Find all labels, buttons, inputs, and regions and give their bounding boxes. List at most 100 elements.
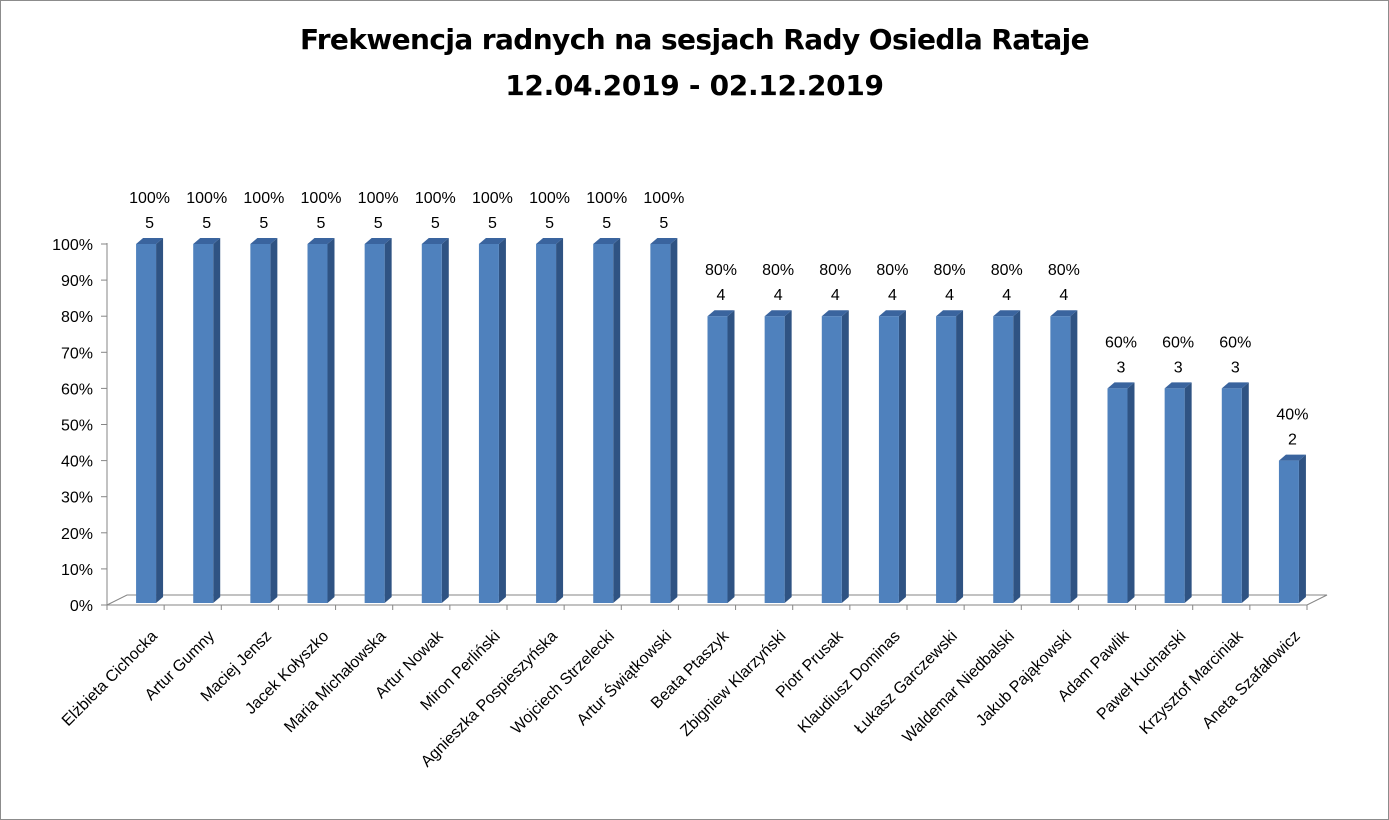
data-label-count: 5 — [602, 215, 611, 232]
bar — [364, 238, 392, 603]
y-tick-label: 60% — [61, 381, 93, 398]
data-label-percent: 100% — [586, 190, 627, 207]
data-label-percent: 80% — [762, 262, 794, 279]
chart-title: Frekwencja radnych na sesjach Rady Osied… — [299, 23, 1090, 56]
data-label-count: 3 — [1231, 359, 1240, 376]
y-tick-label: 90% — [61, 273, 93, 290]
bar-side — [613, 238, 621, 603]
data-label-percent: 80% — [819, 262, 851, 279]
bar-side — [1241, 382, 1249, 603]
bar-front — [307, 244, 328, 603]
bar-side — [156, 238, 164, 603]
bar — [1050, 310, 1078, 603]
data-label-percent: 80% — [876, 262, 908, 279]
bar-top — [1050, 310, 1078, 317]
bar-top — [1107, 382, 1135, 389]
bar — [307, 238, 335, 603]
bar-side — [784, 310, 792, 603]
data-label-count: 5 — [259, 215, 268, 232]
bar-front — [536, 244, 557, 603]
bar — [193, 238, 221, 603]
bar-side — [841, 310, 849, 603]
bar-front — [193, 244, 214, 603]
bar-top — [821, 310, 849, 317]
data-label-count: 4 — [717, 287, 726, 304]
y-tick-label: 30% — [61, 490, 93, 507]
bar-front — [878, 316, 899, 603]
data-label-percent: 40% — [1276, 407, 1308, 424]
data-label-count: 5 — [145, 215, 154, 232]
data-label-count: 4 — [945, 287, 954, 304]
bar-top — [536, 238, 564, 244]
bar-front — [821, 316, 842, 603]
bar-top — [1278, 454, 1306, 461]
bar-side — [956, 310, 964, 603]
bar-top — [764, 310, 792, 317]
bar-front — [936, 316, 957, 603]
bar-top — [936, 310, 964, 317]
bar-front — [1221, 388, 1242, 603]
category-label: Zbigniew Klarzyński — [677, 628, 789, 740]
bar-side — [727, 310, 735, 603]
bar-side — [270, 238, 278, 603]
data-label-count: 5 — [202, 215, 211, 232]
y-tick-label: 20% — [61, 526, 93, 543]
bar-side — [1013, 310, 1021, 603]
data-label-percent: 80% — [1048, 262, 1080, 279]
bar-front — [136, 244, 157, 603]
category-label: Wojciech Strzelecki — [508, 628, 618, 738]
bar-side — [1070, 310, 1078, 603]
data-label-count: 3 — [1174, 359, 1183, 376]
y-tick-label: 70% — [61, 345, 93, 362]
bar-side — [898, 310, 906, 603]
bar-top — [593, 238, 621, 244]
data-label-count: 4 — [888, 287, 897, 304]
bar-front — [1278, 460, 1299, 603]
data-label-percent: 100% — [643, 190, 684, 207]
y-tick-label: 10% — [61, 562, 93, 579]
data-label-percent: 100% — [301, 190, 342, 207]
bar-front — [593, 244, 614, 603]
data-label-count: 4 — [1002, 287, 1011, 304]
bar — [421, 238, 449, 603]
bar-top — [707, 310, 735, 317]
bar-front — [478, 244, 499, 603]
bar-front — [650, 244, 671, 603]
data-label-percent: 100% — [472, 190, 513, 207]
bar-side — [556, 238, 564, 603]
bar-side — [1184, 382, 1192, 603]
bar-side — [384, 238, 392, 603]
category-label: Artur Świątkowski — [572, 626, 675, 729]
y-tick-label: 80% — [61, 309, 93, 326]
data-label-count: 5 — [545, 215, 554, 232]
chart-subtitle: 12.04.2019 - 02.12.2019 — [505, 69, 884, 102]
category-label: Krzysztof Marciniak — [1137, 627, 1248, 738]
bar-side — [327, 238, 335, 603]
bar-front — [764, 316, 785, 603]
bar-top — [478, 238, 506, 244]
data-label-count: 4 — [1059, 287, 1068, 304]
bar — [593, 238, 621, 603]
bar-side — [1298, 454, 1306, 603]
data-label-percent: 80% — [991, 262, 1023, 279]
bar-front — [1050, 316, 1071, 603]
data-label-count: 2 — [1288, 432, 1297, 449]
bar-side — [213, 238, 221, 603]
data-label-percent: 100% — [243, 190, 284, 207]
bar-top — [650, 238, 678, 244]
category-label: Elżbieta Cichocka — [59, 628, 161, 730]
bars — [136, 238, 1306, 603]
category-label: Łukasz Garczewski — [851, 628, 960, 737]
bar — [1107, 382, 1135, 603]
y-tick-label: 100% — [52, 237, 93, 254]
data-label-percent: 60% — [1162, 334, 1194, 351]
category-label: Klaudiusz Dominas — [795, 628, 904, 737]
bar — [136, 238, 164, 603]
bar-top — [421, 238, 449, 244]
bar-front — [993, 316, 1014, 603]
bar-side — [670, 238, 678, 603]
bar-top — [878, 310, 906, 317]
